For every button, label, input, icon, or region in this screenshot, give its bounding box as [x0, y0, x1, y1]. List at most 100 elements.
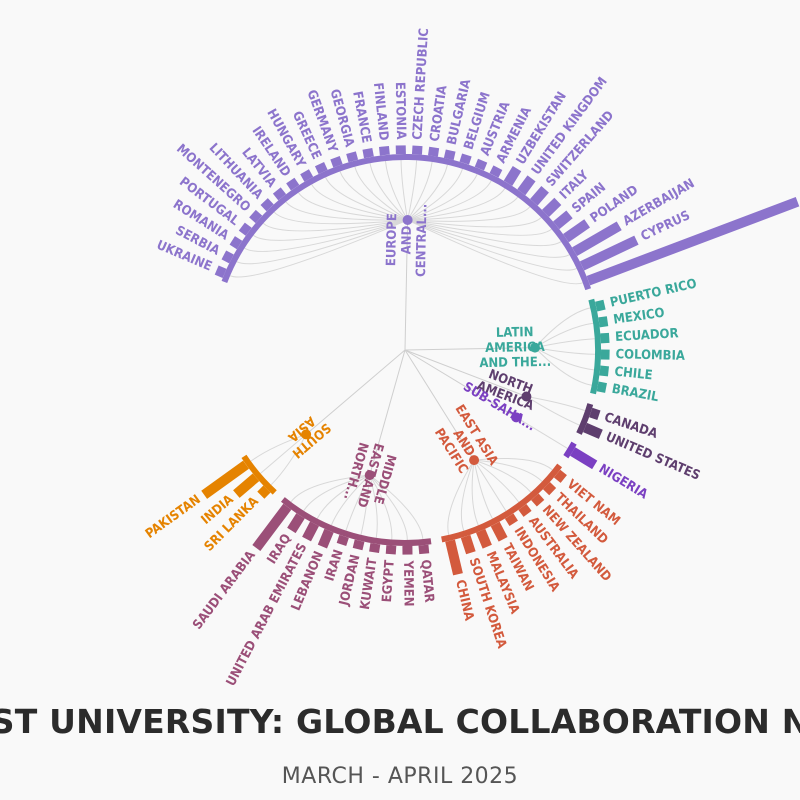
bar-malaysia — [476, 528, 492, 549]
bar-georgia — [346, 151, 359, 163]
ring-middle-east-and-north — [280, 497, 432, 546]
bar-australia — [518, 503, 532, 517]
link-europe-and-central — [273, 211, 408, 225]
bar-montenegro — [249, 209, 263, 224]
link-europe-and-central — [325, 177, 408, 221]
trunk-latin-america-and-the — [404, 347, 535, 351]
label-egypt: EGYPT — [380, 560, 398, 603]
trunk-sub-saha — [404, 349, 517, 418]
bar-estonia — [395, 145, 406, 155]
bar-uzbekistan — [503, 165, 522, 186]
bar-ecuador — [600, 332, 610, 344]
link-latin-america-and-the — [534, 322, 594, 349]
bar-thailand — [543, 482, 557, 496]
bar-germany — [330, 156, 343, 168]
bar-serbia — [221, 250, 234, 264]
bar-jordan — [352, 539, 365, 551]
link-europe-and-central — [298, 192, 408, 221]
link-europe-and-central — [407, 219, 583, 285]
trunk-south-asia — [305, 349, 406, 435]
bar-switzerland — [530, 186, 549, 206]
label-czech-republic: CZECH REPUBLIC — [410, 28, 432, 141]
link-europe-and-central — [407, 160, 418, 221]
bar-azerbaijan — [572, 221, 622, 257]
bar-austria — [474, 158, 488, 171]
link-sub-saha — [515, 416, 568, 449]
link-south-asia — [260, 434, 307, 474]
bar-brazil — [596, 381, 607, 393]
link-middle-east-and-north — [360, 475, 371, 535]
ring-south-asia — [241, 454, 277, 495]
node-south-asia — [301, 429, 312, 440]
link-europe-and-central — [285, 201, 408, 221]
bar-yemen — [402, 545, 413, 555]
link-south-asia — [270, 434, 307, 486]
ring-layer — [221, 154, 601, 546]
bar-egypt — [385, 545, 397, 555]
link-middle-east-and-north — [369, 474, 408, 540]
node-middle-east-and-north — [364, 470, 375, 481]
bar-t-rki-ye — [586, 197, 800, 286]
link-middle-east-and-north — [290, 474, 370, 503]
link-europe-and-central — [263, 219, 408, 232]
bar-indonesia — [504, 513, 518, 526]
link-europe-and-central — [407, 217, 542, 228]
bar-canada — [589, 407, 601, 420]
bar-croatia — [428, 146, 440, 157]
link-latin-america-and-the — [534, 347, 595, 355]
link-europe-and-central — [407, 174, 478, 221]
label-mexico: MEXICO — [612, 306, 665, 328]
bar-armenia — [489, 165, 503, 178]
region-label-europe-and-central: AND — [399, 225, 415, 254]
node-europe-and-central — [402, 215, 413, 226]
label-qatar: QATAR — [417, 559, 436, 603]
link-east-asia-and-pacific — [473, 459, 507, 512]
bar-bulgaria — [443, 149, 456, 161]
trunk-east-asia-and-pacific — [404, 349, 475, 461]
bar-greece — [314, 162, 328, 175]
bar-chile — [599, 365, 610, 377]
trunk-north-america — [404, 349, 527, 397]
bar-ukraine — [214, 265, 227, 279]
ring-latin-america-and-the — [588, 298, 601, 395]
link-middle-east-and-north — [369, 474, 424, 540]
link-east-asia-and-pacific — [460, 459, 475, 531]
label-layer: UKRAINESERBIAROMANIAPORTUGALMONTENEGROLI… — [143, 28, 702, 689]
ring-north-america — [576, 403, 594, 435]
link-middle-east-and-north — [303, 474, 370, 512]
bar-mexico — [598, 316, 609, 328]
link-europe-and-central — [407, 219, 577, 271]
label-saudi-arabia: SAUDI ARABIA — [190, 548, 259, 632]
bar-belgium — [459, 153, 472, 165]
link-middle-east-and-north — [369, 474, 378, 538]
bar-cyprus — [579, 235, 639, 271]
bar-taiwan — [490, 521, 508, 542]
bar-colombia — [600, 349, 610, 360]
trunk-middle-east-and-north — [369, 349, 406, 476]
bar-latvia — [272, 187, 287, 201]
link-europe-and-central — [407, 161, 433, 221]
bar-romania — [229, 236, 243, 250]
link-east-asia-and-pacific — [474, 457, 553, 471]
link-europe-and-central — [407, 206, 531, 222]
chart-title: NEAR EAST UNIVERSITY: GLOBAL COLLABORATI… — [0, 702, 800, 741]
link-latin-america-and-the — [534, 338, 595, 349]
link-europe-and-central — [354, 166, 408, 221]
link-middle-east-and-north — [330, 474, 371, 526]
link-middle-east-and-north — [345, 474, 371, 531]
bar-united-states — [583, 422, 603, 439]
chart-subtitle: MARCH - APRIL 2025 — [281, 764, 519, 789]
link-europe-and-central — [236, 219, 408, 265]
label-ecuador: ECUADOR — [615, 326, 679, 345]
link-north-america — [526, 396, 580, 426]
bar-finland — [378, 145, 390, 156]
bar-hungary — [300, 169, 314, 182]
label-estonia: ESTONIA — [392, 82, 408, 140]
label-pakistan: PAKISTAN — [143, 492, 204, 542]
bar-viet-nam — [553, 469, 567, 483]
bar-layer — [201, 145, 800, 576]
region-label-europe-and-central: EUROPE — [384, 213, 400, 266]
label-brazil: BRAZIL — [611, 382, 661, 406]
